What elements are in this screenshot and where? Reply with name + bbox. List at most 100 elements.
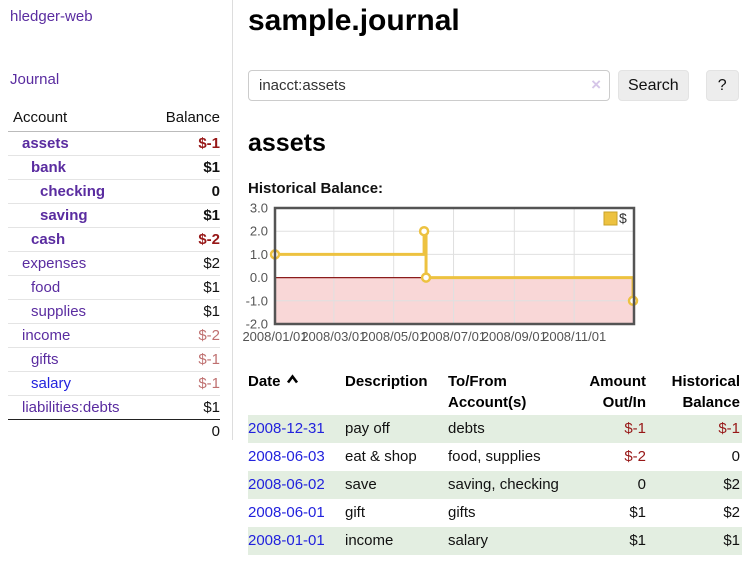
account-row-bank: bank $1 (8, 155, 220, 180)
sidebar-nav: Journal (10, 71, 232, 88)
account-balance: $1 (114, 275, 220, 300)
account-balance: $-1 (114, 347, 220, 372)
account-balance: $1 (114, 299, 220, 324)
transaction-amount: $1 (560, 527, 648, 555)
svg-text:2008/07/01: 2008/07/01 (421, 329, 486, 344)
accounts-header-account: Account (8, 106, 114, 132)
help-button[interactable]: ? (705, 70, 739, 101)
account-link-cash[interactable]: cash (31, 231, 66, 248)
account-link-gifts[interactable]: gifts (31, 351, 59, 368)
transaction-date-link[interactable]: 2008-06-01 (248, 504, 325, 521)
transaction-amount: $-2 (624, 448, 646, 465)
search-input[interactable] (248, 70, 610, 101)
account-link-checking[interactable]: checking (40, 183, 106, 200)
sort-asc-icon (286, 374, 298, 384)
page: hledger-web Journal Account Balance asse… (0, 0, 742, 555)
account-balance: $-1 (114, 371, 220, 396)
chart-canvas: $3.0 2.0 1.0 0.0 -1.0 -2.02008/01/012008/03/0… (242, 201, 639, 344)
accounts-total-value: 0 (114, 419, 220, 443)
clear-search-icon[interactable]: × (591, 75, 601, 94)
svg-text:2008/03/01: 2008/03/01 (301, 329, 366, 344)
account-row-supplies: supplies $1 (8, 299, 220, 324)
main-content: sample.journal × Search ? assets Histori… (233, 0, 742, 555)
transaction-date-link[interactable]: 2008-06-03 (248, 448, 325, 465)
transaction-description: income (345, 527, 448, 555)
account-row-food: food $1 (8, 275, 220, 300)
page-title: sample.journal (248, 4, 460, 37)
accounts-table: Account Balance assets $-1 bank $1 check… (8, 106, 220, 443)
svg-text:-1.0: -1.0 (246, 293, 268, 308)
svg-text:1.0: 1.0 (250, 247, 268, 262)
transaction-accounts: debts (448, 415, 560, 443)
account-link-liabilities-debts[interactable]: liabilities:debts (22, 399, 120, 416)
register-row: 2008-06-01 gift gifts $1 $2 (248, 499, 742, 527)
account-row-liabilities-debts: liabilities:debts $1 (8, 395, 220, 420)
account-row-saving: saving $1 (8, 203, 220, 228)
account-balance: 0 (114, 179, 220, 204)
transaction-amount: $1 (629, 504, 646, 521)
sidebar-item-journal[interactable]: Journal (10, 71, 60, 88)
account-row-income: income $-2 (8, 323, 220, 348)
svg-text:$: $ (619, 210, 627, 226)
transaction-balance: 0 (731, 448, 740, 465)
account-balance: $1 (114, 395, 220, 420)
svg-text:3.0: 3.0 (250, 201, 268, 216)
svg-text:-2.0: -2.0 (246, 317, 268, 332)
account-link-assets[interactable]: assets (22, 135, 69, 152)
historical-balance-chart: $3.0 2.0 1.0 0.0 -1.0 -2.0 2008/01/01 2008/03/0… (240, 201, 742, 351)
account-heading: assets (248, 129, 326, 157)
transaction-balance: $2 (723, 504, 740, 521)
register-table: Date Description To/From Account(s) Amou… (248, 369, 742, 555)
account-row-expenses: expenses $2 (8, 251, 220, 276)
sidebar: hledger-web Journal Account Balance asse… (0, 0, 233, 443)
transaction-description: pay off (345, 415, 448, 443)
transaction-amount: $-1 (560, 415, 648, 443)
transaction-balance: $2 (648, 471, 742, 499)
app-title: hledger-web (10, 8, 232, 25)
app-title-link[interactable]: hledger-web (10, 8, 93, 25)
transaction-date-link[interactable]: 2008-12-31 (248, 420, 325, 437)
account-balance: $-2 (114, 227, 220, 252)
search-button[interactable]: Search (618, 70, 689, 101)
register-header-description: Description (345, 373, 428, 390)
transaction-date-link[interactable]: 2008-01-01 (248, 532, 325, 549)
account-link-income[interactable]: income (22, 327, 71, 344)
account-link-food[interactable]: food (31, 279, 61, 296)
account-balance: $1 (114, 203, 220, 228)
account-row-gifts: gifts $-1 (8, 347, 220, 372)
transaction-accounts: salary (448, 527, 560, 555)
register-row: 2008-06-03 eat & shop food, supplies $-2… (248, 443, 742, 471)
register-row: 2008-01-01 income salary $1 $1 (248, 527, 742, 555)
chart-title: Historical Balance: (248, 180, 384, 197)
accounts-header-balance: Balance (114, 106, 220, 132)
transaction-balance: $1 (648, 527, 742, 555)
svg-text:2008/11/01: 2008/11/01 (542, 329, 606, 344)
svg-text:2008/01/01: 2008/01/01 (242, 329, 307, 344)
transaction-description: eat & shop (345, 448, 417, 465)
account-row-assets: assets $-1 (8, 132, 220, 156)
transaction-accounts: gifts (448, 504, 476, 521)
account-link-salary[interactable]: salary (31, 375, 72, 392)
search-box: × (248, 70, 610, 101)
register-row: 2008-06-02 save saving, checking 0 $2 (248, 471, 742, 499)
accounts-total-row: 0 (8, 419, 220, 443)
register-row: 2008-12-31 pay off debts $-1 $-1 (248, 415, 742, 443)
account-balance: $1 (114, 155, 220, 180)
transaction-date-link[interactable]: 2008-06-02 (248, 476, 325, 493)
search-form: × Search ? (248, 70, 742, 101)
register-header-date[interactable]: Date (248, 369, 345, 415)
account-row-salary: salary $-1 (8, 371, 220, 396)
svg-text:2008/05/01: 2008/05/01 (361, 329, 426, 344)
account-link-expenses[interactable]: expenses (22, 255, 87, 272)
transaction-balance: $-1 (648, 415, 742, 443)
svg-text:0.0: 0.0 (250, 270, 268, 285)
account-link-supplies[interactable]: supplies (31, 303, 87, 320)
svg-text:2008/09/01: 2008/09/01 (482, 329, 547, 344)
account-link-bank[interactable]: bank (31, 159, 67, 176)
account-row-checking: checking 0 (8, 179, 220, 204)
account-link-saving[interactable]: saving (40, 207, 88, 224)
transaction-accounts: saving, checking (448, 471, 560, 499)
date-header-label: Date (248, 373, 281, 390)
account-row-cash: cash $-2 (8, 227, 220, 252)
register-header-accounts: To/From Account(s) (448, 373, 527, 411)
